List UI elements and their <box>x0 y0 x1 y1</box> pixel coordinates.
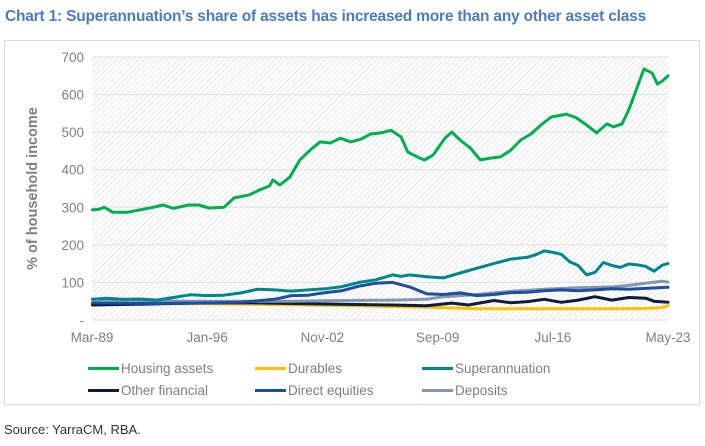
y-tick-label: 300 <box>61 200 84 215</box>
x-tick-label: Mar-89 <box>71 330 114 345</box>
y-tick-label: 500 <box>61 125 84 140</box>
x-tick-label: Jan-96 <box>187 330 228 345</box>
source-note: Source: YarraCM, RBA. <box>4 422 141 437</box>
legend-swatch <box>88 367 119 370</box>
y-tick-label: 400 <box>61 163 84 178</box>
series-line-direct-equities <box>91 280 670 305</box>
x-axis: Mar-89 Jan-96 Nov-02 Sep-09 Jul-16 May-23 <box>71 330 691 345</box>
legend-label: Other financial <box>121 383 209 398</box>
plot-area <box>92 57 668 320</box>
x-tick-label: Sep-09 <box>416 330 460 345</box>
legend-swatch <box>422 367 453 370</box>
series-line-other-financial <box>91 295 670 308</box>
y-tick-label: 600 <box>61 88 84 103</box>
legend-item-other-financial: Other financial <box>88 383 208 398</box>
legend-label: Superannuation <box>455 361 551 376</box>
x-tick-label: Jul-16 <box>534 330 571 345</box>
legend-label: Durables <box>288 361 343 376</box>
x-tick-label: May-23 <box>645 330 690 345</box>
chart-title: Chart 1: Superannuation’s share of asset… <box>5 8 647 25</box>
y-tick-label: 200 <box>61 238 84 253</box>
chart-frame <box>4 40 700 405</box>
legend-label: Deposits <box>455 383 508 398</box>
y-axis-label: % of household income <box>25 107 41 270</box>
y-axis: - 100 200 300 400 500 600 700 <box>61 50 84 328</box>
y-tick-label: 100 <box>61 275 84 290</box>
legend-swatch <box>88 389 119 392</box>
legend-item-direct-equities: Direct equities <box>255 383 374 398</box>
y-tick-label: 700 <box>61 50 84 65</box>
series-lines <box>91 67 670 311</box>
legend-item-superannuation: Superannuation <box>422 361 550 376</box>
legend-swatch <box>255 389 286 392</box>
legend-label: Housing assets <box>121 361 214 376</box>
series-line-housing-assets <box>91 67 670 214</box>
legend-swatch <box>422 389 453 392</box>
y-tick-label: - <box>80 313 85 328</box>
legend-item-housing-assets: Housing assets <box>88 361 213 376</box>
legend-swatch <box>255 367 286 370</box>
series-line-superannuation <box>91 249 670 302</box>
x-tick-label: Nov-02 <box>301 330 345 345</box>
legend-item-durables: Durables <box>255 361 342 376</box>
legend-label: Direct equities <box>288 383 374 398</box>
legend-item-deposits: Deposits <box>422 383 508 398</box>
